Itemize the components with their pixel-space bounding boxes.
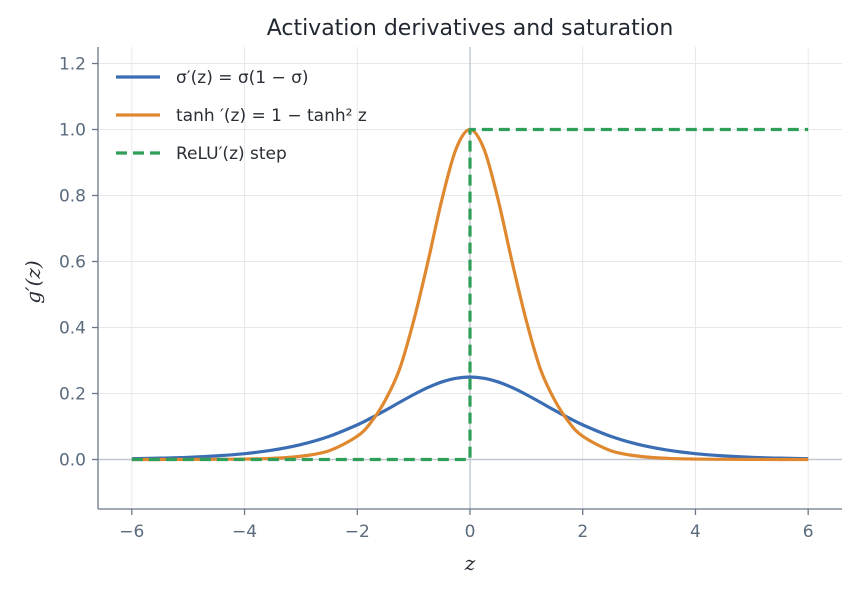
y-axis-label: g′(z) [21, 260, 45, 304]
legend: σ′(z) = σ(1 − σ) tanh ′(z) = 1 − tanh² z R… [116, 68, 367, 164]
y-tick-label: 0.2 [59, 385, 86, 405]
legend-label-2: ReLU′(z) step [176, 144, 287, 164]
chart-title: Activation derivatives and saturation [267, 16, 674, 41]
x-tick-label: 2 [577, 522, 588, 542]
y-tick-label: 0.6 [59, 253, 86, 273]
x-tick-label: 6 [803, 522, 814, 542]
y-tick-label: 1.0 [59, 121, 86, 141]
x-tick-label: −6 [119, 522, 144, 542]
x-tick-label: −2 [345, 522, 370, 542]
tick-labels: −6 −4 −2 0 2 4 6 0.0 0.2 0.4 0.6 0.8 1.0 1.2 [59, 55, 814, 543]
series-lines [131, 127, 809, 462]
series-line-2 [131, 127, 809, 462]
y-tick-label: 0.0 [59, 451, 86, 471]
x-tick-label: −4 [232, 522, 257, 542]
x-axis-label: z [464, 551, 476, 575]
x-tick-label: 4 [690, 522, 701, 542]
y-tick-label: 1.2 [59, 55, 86, 75]
y-tick-label: 0.4 [59, 319, 86, 339]
legend-label-1: tanh ′(z) = 1 − tanh² z [176, 106, 367, 126]
series-line-0 [131, 375, 809, 461]
legend-label-0: σ′(z) = σ(1 − σ) [176, 68, 309, 88]
y-tick-label: 0.8 [59, 187, 86, 207]
x-tick-label: 0 [465, 522, 476, 542]
